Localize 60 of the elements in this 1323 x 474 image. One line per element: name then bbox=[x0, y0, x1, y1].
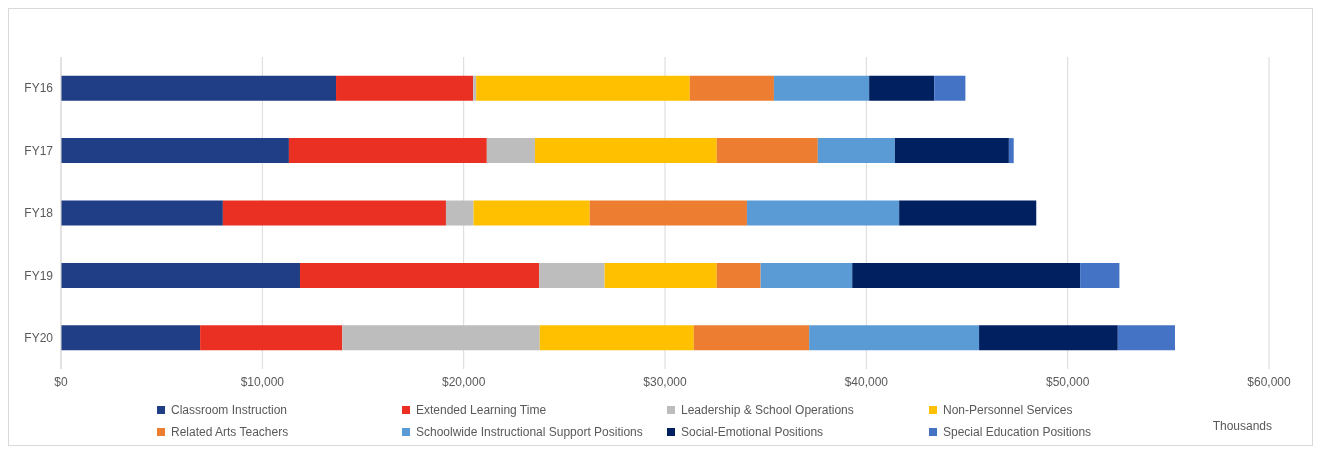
bar bbox=[894, 138, 1009, 164]
x-tick-label: $0 bbox=[54, 374, 68, 389]
bar bbox=[716, 262, 761, 288]
bar bbox=[342, 325, 540, 351]
legend-label: Non-Personnel Services bbox=[943, 403, 1073, 417]
bar bbox=[61, 200, 223, 226]
bar bbox=[288, 138, 487, 164]
legend-label: Extended Learning Time bbox=[416, 403, 547, 417]
bar bbox=[773, 75, 870, 101]
bar bbox=[473, 200, 590, 226]
x-tick-label: $40,000 bbox=[844, 374, 889, 389]
bar bbox=[539, 262, 605, 288]
bar bbox=[809, 325, 980, 351]
y-tick-label: FY19 bbox=[24, 268, 54, 283]
legend-label: Schoolwide Instructional Support Positions bbox=[416, 425, 643, 439]
bar bbox=[1008, 138, 1014, 164]
bar bbox=[604, 262, 717, 288]
bar bbox=[445, 200, 474, 226]
x-tick-label: $30,000 bbox=[643, 374, 688, 389]
legend-label: Classroom Instruction bbox=[171, 403, 288, 417]
x-tick-label: $10,000 bbox=[240, 374, 285, 389]
bar bbox=[934, 75, 966, 101]
legend-label: Leadership & School Operations bbox=[681, 403, 854, 417]
legend-label: Social-Emotional Positions bbox=[681, 425, 824, 439]
bar bbox=[852, 262, 1081, 288]
bar bbox=[760, 262, 853, 288]
bar bbox=[222, 200, 446, 226]
bar bbox=[979, 325, 1118, 351]
bar bbox=[61, 138, 289, 164]
y-tick-label: FY18 bbox=[24, 206, 54, 221]
bar bbox=[61, 325, 201, 351]
bar bbox=[1117, 325, 1175, 351]
bar bbox=[299, 262, 540, 288]
legend-label: Special Education Positions bbox=[943, 425, 1092, 439]
bar bbox=[869, 75, 935, 101]
bar bbox=[746, 200, 900, 226]
bar bbox=[473, 75, 477, 101]
bar bbox=[1080, 262, 1120, 288]
bar bbox=[817, 138, 895, 164]
bar bbox=[899, 200, 1037, 226]
bar bbox=[534, 138, 717, 164]
y-tick-label: FY16 bbox=[24, 81, 54, 96]
x-axis-title: Thousands bbox=[1212, 419, 1272, 433]
bar bbox=[61, 262, 300, 288]
x-tick-label: $20,000 bbox=[441, 374, 486, 389]
bar bbox=[689, 75, 774, 101]
bar bbox=[476, 75, 690, 101]
bar bbox=[589, 200, 747, 226]
bar bbox=[486, 138, 535, 164]
y-tick-label: FY17 bbox=[24, 143, 54, 158]
bar bbox=[539, 325, 694, 351]
bar bbox=[693, 325, 810, 351]
bar bbox=[336, 75, 474, 101]
bar bbox=[716, 138, 818, 164]
x-tick-label: $60,000 bbox=[1247, 374, 1292, 389]
bar bbox=[200, 325, 343, 351]
legend-label: Related Arts Teachers bbox=[171, 425, 289, 439]
bar bbox=[61, 75, 337, 101]
x-tick-label: $50,000 bbox=[1045, 374, 1090, 389]
y-tick-label: FY20 bbox=[24, 331, 54, 346]
